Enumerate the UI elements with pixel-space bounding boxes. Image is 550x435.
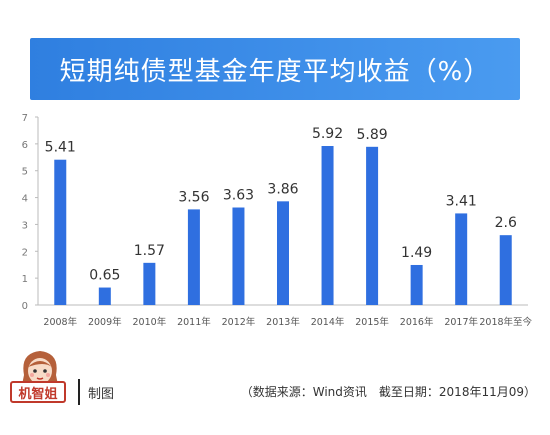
footer: 机智姐 制图 （数据来源：Wind资讯 截至日期：2018年11月09）: [0, 345, 550, 415]
data-label: 0.65: [89, 268, 120, 284]
data-label: 3.41: [446, 193, 477, 209]
title-banner: 短期纯债型基金年度平均收益（%）: [30, 38, 520, 100]
x-tick-label: 2018年至今: [479, 316, 532, 328]
x-tick-label: 2011年: [177, 316, 211, 328]
bar: [321, 146, 334, 305]
data-source-note: （数据来源：Wind资讯 截至日期：2018年11月09）: [240, 385, 536, 399]
y-tick-label: 6: [22, 140, 28, 151]
x-tick-label: 2010年: [133, 316, 167, 328]
x-tick-label: 2012年: [222, 316, 256, 328]
bar: [143, 262, 156, 305]
x-tick-label: 2014年: [311, 316, 345, 328]
x-tick-label: 2009年: [88, 316, 122, 328]
data-label: 1.49: [401, 245, 432, 261]
made-by-label: 制图: [88, 387, 115, 402]
data-label: 3.63: [223, 188, 254, 204]
bar-chart: 0 1 2 3 4 5 6 7 5.41 2008年 0.65 2009年 1.57 2010年 3.56 2…: [22, 113, 533, 328]
bar: [98, 287, 111, 305]
bar: [499, 235, 512, 305]
data-label: 3.56: [178, 189, 209, 205]
data-label: 5.89: [357, 127, 388, 143]
x-tick-label: 2016年: [400, 316, 434, 328]
data-label: 1.57: [134, 243, 165, 259]
x-tick-label: 2017年: [444, 316, 478, 328]
data-label: 5.92: [312, 126, 343, 142]
data-label: 3.86: [267, 181, 298, 197]
bar: [410, 264, 423, 305]
bar: [366, 146, 379, 305]
bar: [232, 207, 245, 305]
x-tick-label: 2015年: [355, 316, 389, 328]
x-tick-label: 2008年: [43, 316, 77, 328]
cartoon-avatar-icon: [22, 351, 58, 385]
footer-divider: [78, 379, 80, 405]
y-tick-label: 0: [22, 301, 28, 312]
y-tick-label: 5: [22, 167, 28, 178]
x-tick-label: 2013年: [266, 316, 300, 328]
y-tick-label: 3: [22, 220, 28, 231]
chart-title: 短期纯债型基金年度平均收益（%）: [59, 56, 491, 87]
data-label: 5.41: [45, 140, 76, 156]
bar: [277, 201, 289, 305]
y-tick-label: 7: [22, 113, 28, 124]
brand-logo: 机智姐: [10, 381, 66, 403]
bar: [187, 209, 200, 305]
y-tick-label: 4: [22, 194, 28, 205]
y-tick-label: 2: [22, 247, 28, 258]
y-tick-label: 1: [22, 274, 28, 285]
bar: [54, 159, 67, 305]
data-label: 2.6: [495, 215, 517, 231]
bar: [455, 213, 468, 305]
